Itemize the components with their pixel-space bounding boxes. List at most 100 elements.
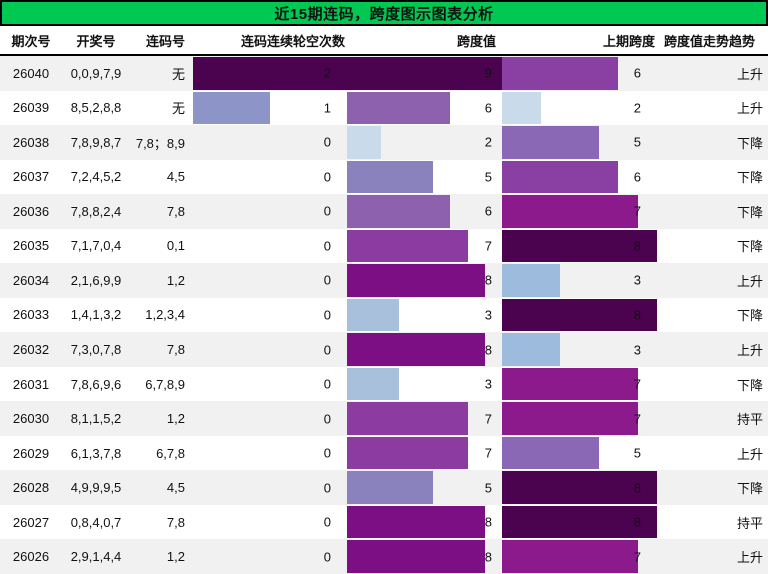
draw-numbers-cell: 2,1,6,9,9 bbox=[70, 272, 122, 288]
skip-bar-cell: 0 bbox=[193, 332, 347, 367]
span-value: 8 bbox=[484, 272, 492, 288]
prev-data-bar bbox=[502, 264, 561, 297]
skip-data-bar bbox=[193, 91, 270, 125]
prev-value: 5 bbox=[633, 134, 641, 150]
prev-value: 7 bbox=[633, 376, 641, 392]
span-bar-cell: 6 bbox=[347, 194, 502, 229]
prev-data-bar bbox=[502, 195, 638, 228]
prev-value: 2 bbox=[633, 100, 641, 116]
trend-cell: 下降 bbox=[736, 481, 763, 497]
skip-bar-cell: 0 bbox=[193, 298, 347, 333]
skip-bar-cell: 0 bbox=[193, 194, 347, 229]
prev-bar-cell: 3 bbox=[502, 332, 657, 367]
lianma-cell: 0,1 bbox=[166, 238, 185, 254]
span-value: 5 bbox=[484, 480, 492, 496]
skip-bar-cell: 0 bbox=[193, 229, 347, 264]
skip-bar-cell: 0 bbox=[193, 125, 347, 160]
span-value: 8 bbox=[484, 514, 492, 530]
table-row: 26028 4,9,9,9,5 4,5 0 5 8 下降 bbox=[0, 470, 768, 505]
skip-bar-cell: 0 bbox=[193, 401, 347, 436]
span-data-bar bbox=[347, 264, 485, 297]
prev-data-bar bbox=[502, 57, 619, 90]
table-row: 26027 0,8,4,0,7 7,8 0 8 8 持平 bbox=[0, 504, 768, 540]
span-data-bar bbox=[347, 540, 485, 573]
prev-bar-cell: 7 bbox=[502, 367, 657, 402]
col-header-period: 期次号 bbox=[11, 33, 51, 49]
span-data-bar bbox=[347, 402, 468, 435]
col-header-skip-count: 连码连续轮空次数 bbox=[240, 33, 345, 49]
lianma-cell: 无 bbox=[171, 66, 185, 82]
prev-value: 7 bbox=[633, 411, 641, 427]
skip-bar-cell: 0 bbox=[193, 436, 347, 471]
span-data-bar bbox=[347, 126, 382, 159]
span-data-bar bbox=[347, 195, 451, 228]
span-value: 3 bbox=[484, 307, 492, 323]
period-cell: 26028 bbox=[12, 480, 50, 496]
period-cell: 26036 bbox=[12, 203, 50, 219]
draw-numbers-cell: 2,9,1,4,4 bbox=[70, 549, 122, 565]
prev-value: 7 bbox=[633, 203, 641, 219]
span-data-bar bbox=[347, 333, 485, 366]
skip-value: 0 bbox=[323, 411, 331, 427]
prev-data-bar bbox=[502, 402, 638, 435]
span-value: 9 bbox=[484, 65, 492, 81]
span-bar-cell: 8 bbox=[347, 539, 502, 574]
prev-bar-cell: 2 bbox=[502, 91, 657, 126]
skip-data-bar bbox=[193, 57, 347, 90]
table-row: 26037 7,2,4,5,2 4,5 0 5 6 下降 bbox=[0, 159, 768, 195]
skip-value: 0 bbox=[323, 203, 331, 219]
skip-bar-cell: 2 bbox=[193, 56, 347, 91]
prev-value: 6 bbox=[633, 169, 641, 185]
span-value: 2 bbox=[484, 134, 492, 150]
draw-numbers-cell: 7,3,0,7,8 bbox=[70, 342, 122, 358]
trend-cell: 下降 bbox=[736, 239, 763, 255]
span-bar-cell: 9 bbox=[347, 56, 502, 91]
skip-bar-cell: 0 bbox=[193, 263, 347, 298]
lianma-cell: 7,8 bbox=[166, 514, 185, 530]
lianma-cell: 1,2 bbox=[166, 272, 185, 288]
draw-numbers-cell: 7,2,4,5,2 bbox=[70, 169, 122, 185]
span-value: 5 bbox=[484, 169, 492, 185]
draw-numbers-cell: 7,8,8,2,4 bbox=[70, 203, 122, 219]
table-row: 26036 7,8,8,2,4 7,8 0 6 7 下降 bbox=[0, 194, 768, 229]
period-cell: 26035 bbox=[12, 238, 50, 254]
skip-bar-cell: 0 bbox=[193, 470, 347, 505]
table-row: 26033 1,4,1,3,2 1,2,3,4 0 3 8 下降 bbox=[0, 297, 768, 333]
prev-data-bar bbox=[502, 298, 657, 332]
period-cell: 26030 bbox=[12, 411, 50, 427]
period-cell: 26034 bbox=[12, 272, 50, 288]
period-cell: 26033 bbox=[12, 307, 50, 323]
trend-cell: 上升 bbox=[736, 273, 763, 289]
col-header-trend: 跨度值走势趋势 bbox=[663, 33, 755, 49]
period-cell: 26032 bbox=[12, 342, 50, 358]
prev-value: 6 bbox=[633, 65, 641, 81]
span-bar-cell: 3 bbox=[347, 298, 502, 333]
span-bar-cell: 7 bbox=[347, 436, 502, 471]
lianma-cell: 6,7,8,9 bbox=[145, 376, 185, 392]
draw-numbers-cell: 0,8,4,0,7 bbox=[70, 514, 122, 530]
trend-cell: 下降 bbox=[736, 170, 763, 186]
prev-data-bar bbox=[502, 471, 657, 504]
skip-value: 0 bbox=[323, 549, 331, 565]
prev-bar-cell: 8 bbox=[502, 298, 657, 333]
span-bar-cell: 2 bbox=[347, 125, 502, 160]
skip-value: 0 bbox=[323, 169, 331, 185]
prev-value: 3 bbox=[633, 342, 641, 358]
prev-bar-cell: 6 bbox=[502, 160, 657, 195]
skip-value: 1 bbox=[323, 100, 331, 116]
col-header-lianma: 连码号 bbox=[145, 33, 185, 49]
span-bar-cell: 8 bbox=[347, 505, 502, 540]
prev-bar-cell: 7 bbox=[502, 401, 657, 436]
col-header-prev-span: 上期跨度 bbox=[602, 33, 655, 49]
prev-data-bar bbox=[502, 333, 561, 366]
draw-numbers-cell: 6,1,3,7,8 bbox=[70, 445, 122, 461]
skip-bar-cell: 0 bbox=[193, 367, 347, 402]
draw-numbers-cell: 7,8,6,9,6 bbox=[70, 376, 122, 392]
span-data-bar bbox=[347, 229, 468, 263]
prev-value: 3 bbox=[633, 272, 641, 288]
prev-value: 8 bbox=[633, 238, 641, 254]
lianma-cell: 1,2 bbox=[166, 411, 185, 427]
skip-value: 0 bbox=[323, 272, 331, 288]
lianma-cell: 1,2 bbox=[166, 549, 185, 565]
skip-value: 0 bbox=[323, 238, 331, 254]
